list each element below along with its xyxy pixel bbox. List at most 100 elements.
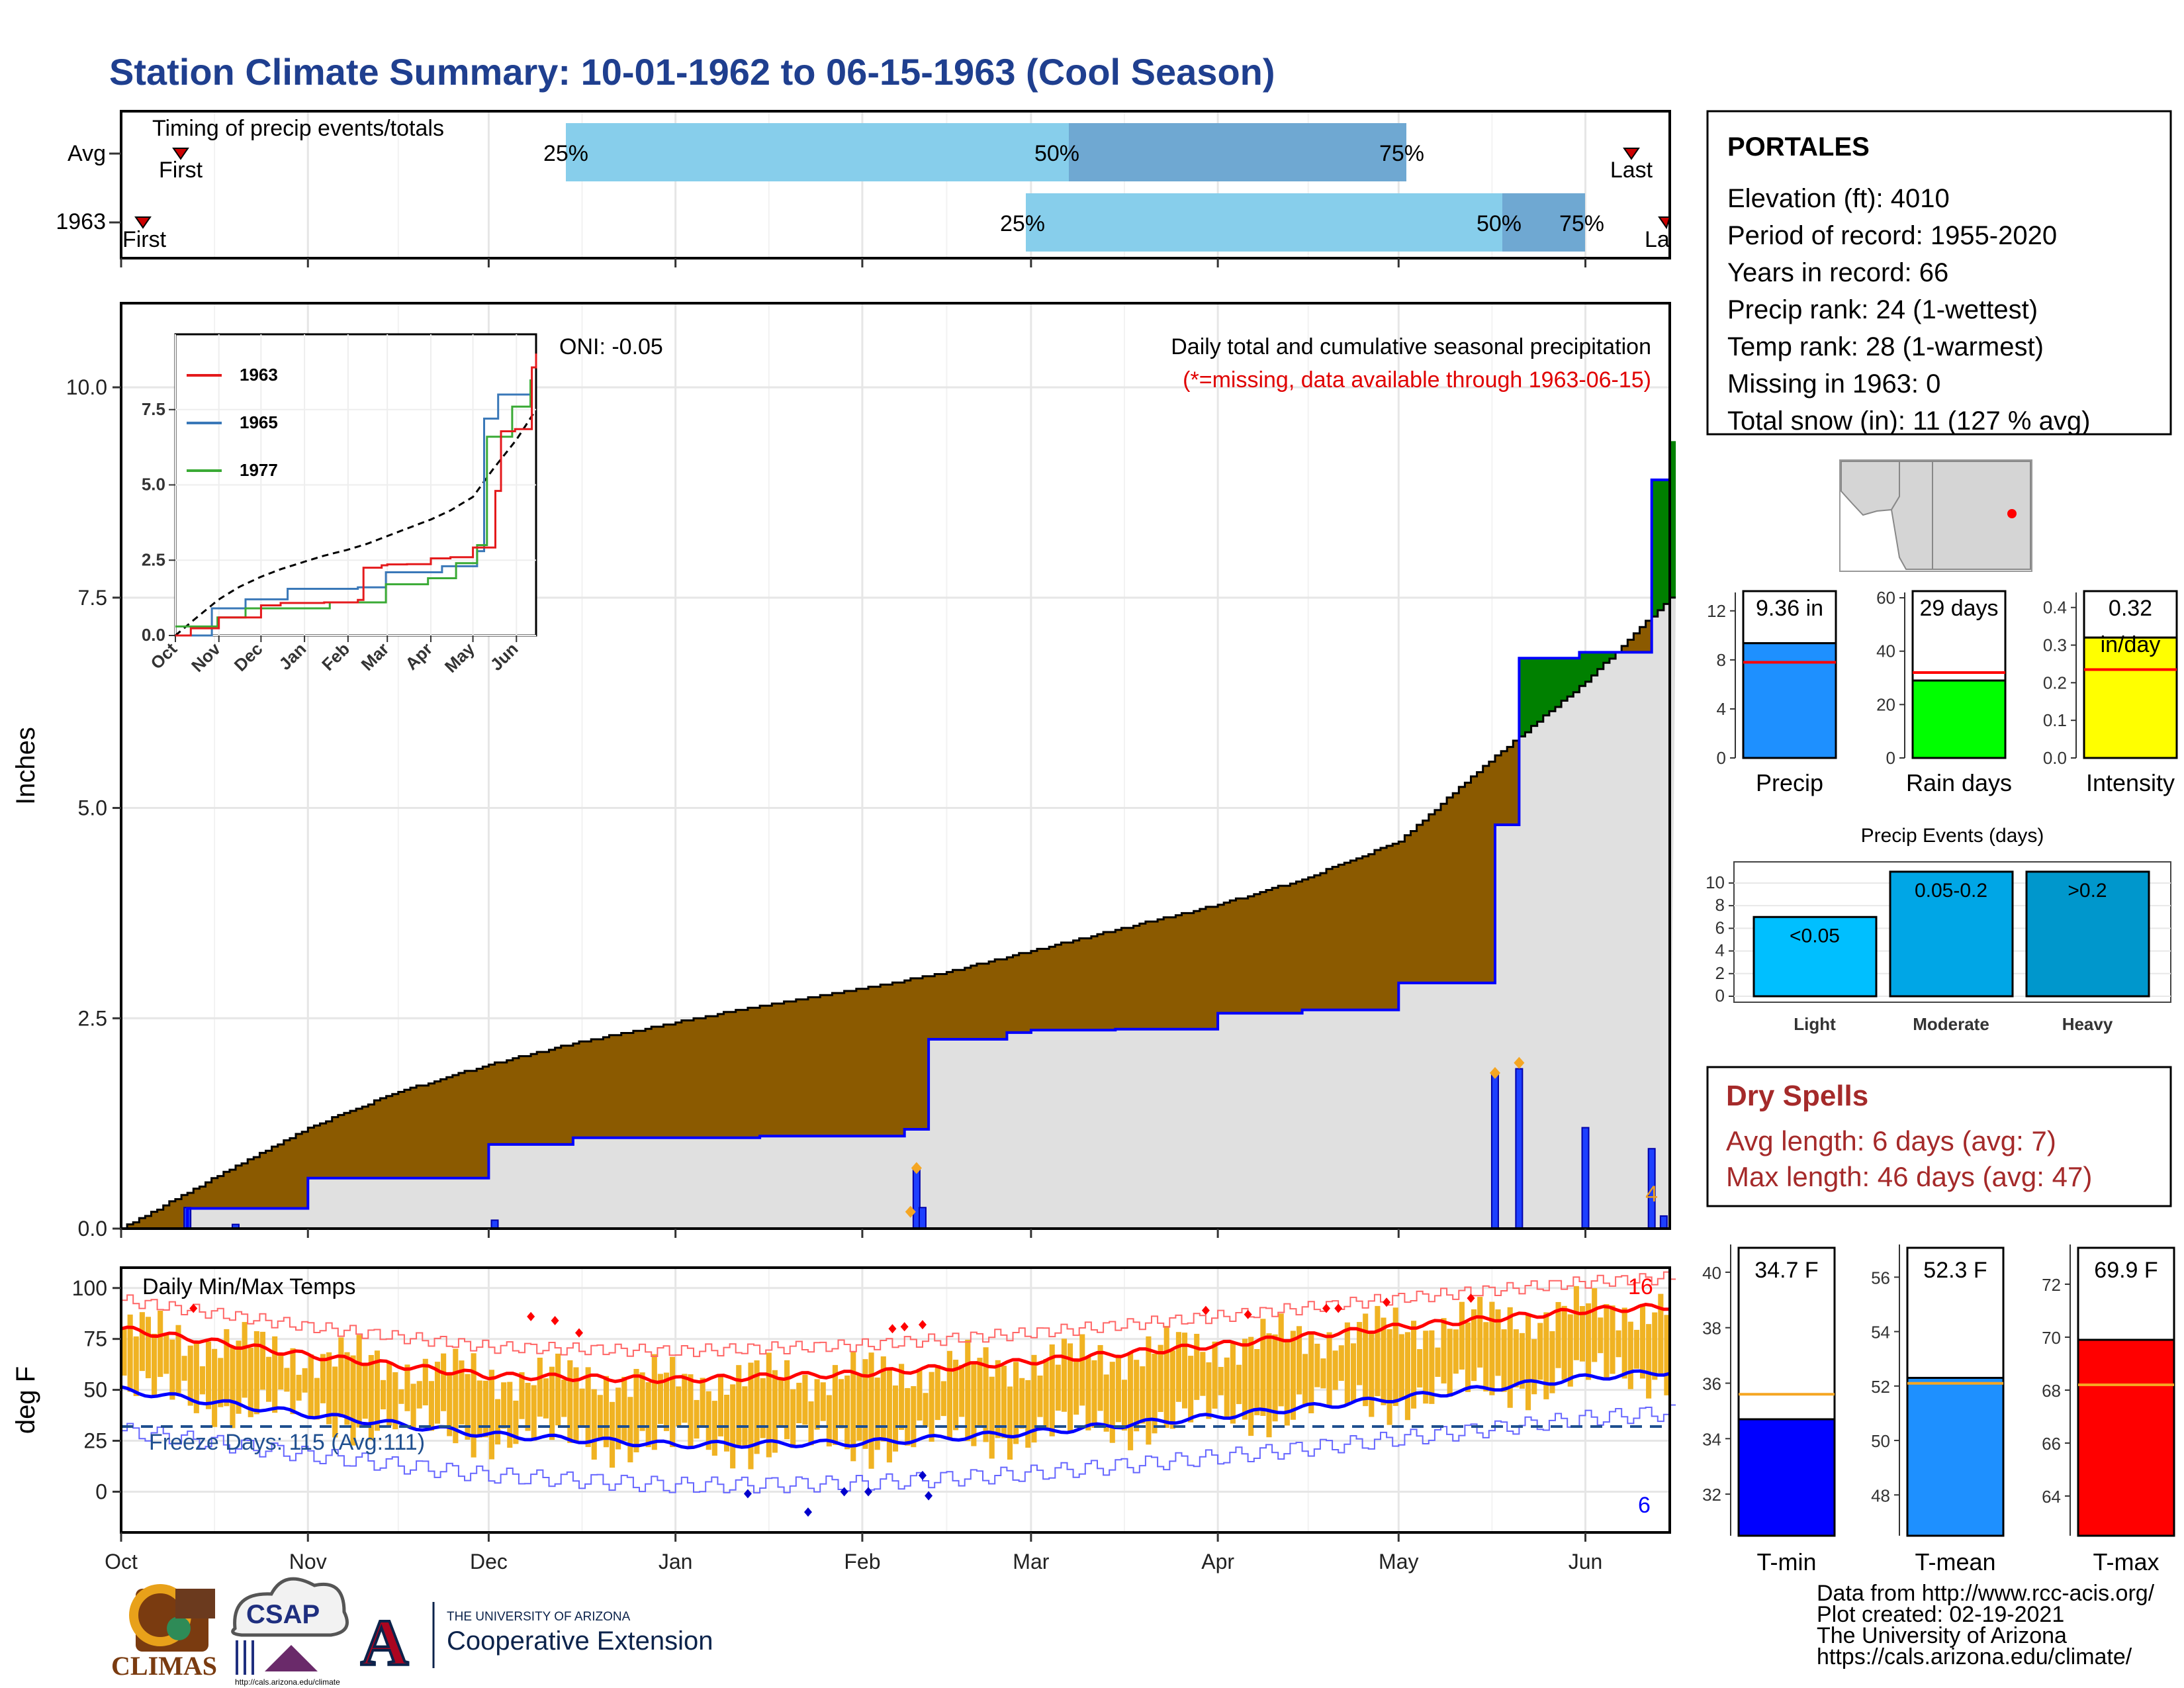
record-high-marker <box>1467 1293 1475 1303</box>
daily-temp-range-bar <box>1007 1386 1013 1460</box>
events-category: Moderate <box>1913 1014 1989 1034</box>
daily-temp-range-bar <box>230 1347 236 1429</box>
events-y-tick: 6 <box>1715 917 1725 937</box>
daily-temp-range-bar <box>934 1365 940 1421</box>
daily-temp-range-bar <box>1188 1356 1194 1423</box>
daily-temp-range-bar <box>772 1370 778 1453</box>
daily-temp-range-bar <box>1169 1350 1175 1429</box>
daily-temp-range-bar <box>1248 1336 1254 1436</box>
temp-bar-tick: 70 <box>2042 1328 2061 1348</box>
month-tick-label: Dec <box>470 1550 508 1573</box>
daily-temp-range-bar <box>549 1366 555 1440</box>
daily-temp-range-bar <box>1664 1315 1670 1395</box>
record-low-marker <box>918 1470 927 1480</box>
daily-temp-range-bar <box>501 1382 507 1429</box>
month-tick-label: Oct <box>105 1550 138 1573</box>
daily-temp-range-bar <box>814 1379 820 1430</box>
inset-y-tick: 0.0 <box>142 625 165 645</box>
record-high-marker <box>900 1322 909 1332</box>
daily-temp-range-bar <box>645 1382 651 1448</box>
inset-y-tick: 7.5 <box>142 399 165 419</box>
daily-temp-range-bar <box>1453 1329 1459 1374</box>
daily-temp-range-bar <box>1242 1338 1248 1420</box>
climas-logo-text: CLIMAS <box>111 1651 217 1681</box>
daily-temp-range-bar <box>826 1395 832 1447</box>
ua-extension: Cooperative Extension <box>447 1626 713 1656</box>
daily-temp-range-bar <box>1134 1360 1140 1432</box>
daily-temp-range-bar <box>1079 1334 1085 1406</box>
daily-temp-range-bar <box>1387 1329 1392 1425</box>
temp-y-tick: 100 <box>72 1276 107 1300</box>
events-bar-label: >0.2 <box>2068 880 2107 902</box>
credit-university: The University of Arizona <box>1817 1623 2067 1648</box>
month-tick-label: Mar <box>1013 1550 1049 1573</box>
daily-temp-range-bar <box>1447 1329 1453 1397</box>
station-elevation: Elevation (ft): 4010 <box>1727 184 1950 213</box>
precip-panel-header: Daily total and cumulative seasonal prec… <box>1171 334 1651 359</box>
daily-temp-range-bar <box>1085 1356 1091 1430</box>
daily-temp-range-bar <box>465 1374 471 1440</box>
daily-temp-range-bar <box>802 1374 808 1425</box>
station-missing: Missing in 1963: 0 <box>1727 369 1940 399</box>
month-tick-label: Feb <box>844 1550 880 1573</box>
avg-cumulative-line <box>121 596 1676 1230</box>
daily-temp-range-bar <box>1483 1322 1489 1391</box>
ua-cooperative-extension-logo: A THE UNIVERSITY OF ARIZONA Cooperative … <box>359 1602 713 1681</box>
daily-temp-range-bar <box>1633 1329 1639 1369</box>
daily-temp-range-bar <box>1218 1366 1224 1395</box>
daily-temp-range-bar <box>1109 1362 1115 1443</box>
daily-temp-range-bar <box>983 1347 989 1442</box>
daily-temp-range-bar <box>959 1365 965 1417</box>
season-quartile-25-50 <box>1026 193 1502 252</box>
events-y-tick: 0 <box>1715 986 1725 1006</box>
daily-temp-range-bar <box>1537 1323 1543 1380</box>
daily-temp-range-bar <box>1181 1333 1188 1409</box>
daily-temp-range-bar <box>603 1376 610 1448</box>
daily-temp-range-bar <box>1278 1313 1284 1407</box>
daily-temp-range-bar <box>1224 1357 1230 1419</box>
daily-temp-range-bar <box>971 1363 977 1446</box>
daily-temp-range-bar <box>1158 1344 1163 1413</box>
daily-temp-range-bar <box>940 1381 946 1417</box>
daily-temp-range-bar <box>1598 1317 1604 1354</box>
daily-temp-range-bar <box>218 1358 224 1407</box>
daily-temp-range-bar <box>1163 1325 1169 1428</box>
daily-temp-range-bar <box>1140 1366 1146 1424</box>
daily-temp-range-bar <box>152 1333 158 1396</box>
daily-temp-range-bar <box>272 1336 278 1413</box>
daily-temp-range-bar <box>676 1386 682 1427</box>
daily-temp-range-bar <box>923 1393 929 1427</box>
temp-bar-tick: 50 <box>1871 1431 1890 1451</box>
daily-temp-range-bar <box>1586 1303 1592 1380</box>
daily-temp-range-bar <box>416 1381 422 1409</box>
daily-temp-range-bar <box>832 1365 839 1445</box>
avg-last-label: Last <box>1610 158 1653 183</box>
temp-bar-tick: 66 <box>2042 1434 2061 1454</box>
season-first-label: First <box>122 227 167 252</box>
daily-temp-range-bar <box>808 1401 814 1446</box>
mini-bar-tick: 40 <box>1876 641 1895 661</box>
daily-temp-range-bar <box>127 1314 133 1392</box>
temp-y-tick: 25 <box>83 1429 107 1453</box>
temp-bar-value-box <box>1737 1246 1836 1421</box>
daily-temp-range-bar <box>362 1362 368 1419</box>
daily-temp-range-bar <box>193 1342 199 1413</box>
dry-spells-title: Dry Spells <box>1726 1080 1868 1112</box>
daily-temp-range-bar <box>688 1374 694 1448</box>
mini-bar-tick: 20 <box>1876 694 1895 714</box>
mini-bar-label: Precip <box>1756 769 1823 796</box>
mini-bar-tick: 60 <box>1876 588 1895 608</box>
record-high-marker <box>888 1324 897 1334</box>
daily-temp-range-bar <box>158 1311 163 1378</box>
daily-temp-range-bar <box>868 1352 874 1469</box>
daily-temp-range-bar <box>1410 1321 1417 1409</box>
inset-avg-line <box>175 411 536 637</box>
record-min-line <box>121 1404 1676 1494</box>
record-high-marker <box>189 1303 198 1313</box>
inset-legend-label: 1963 <box>240 365 278 385</box>
daily-temp-range-bar <box>513 1400 519 1444</box>
daily-temp-range-bar <box>1627 1321 1633 1389</box>
temp-bar-tick: 72 <box>2042 1275 2061 1295</box>
daily-temp-range-bar <box>886 1369 892 1463</box>
daily-temp-range-bar <box>266 1356 272 1402</box>
